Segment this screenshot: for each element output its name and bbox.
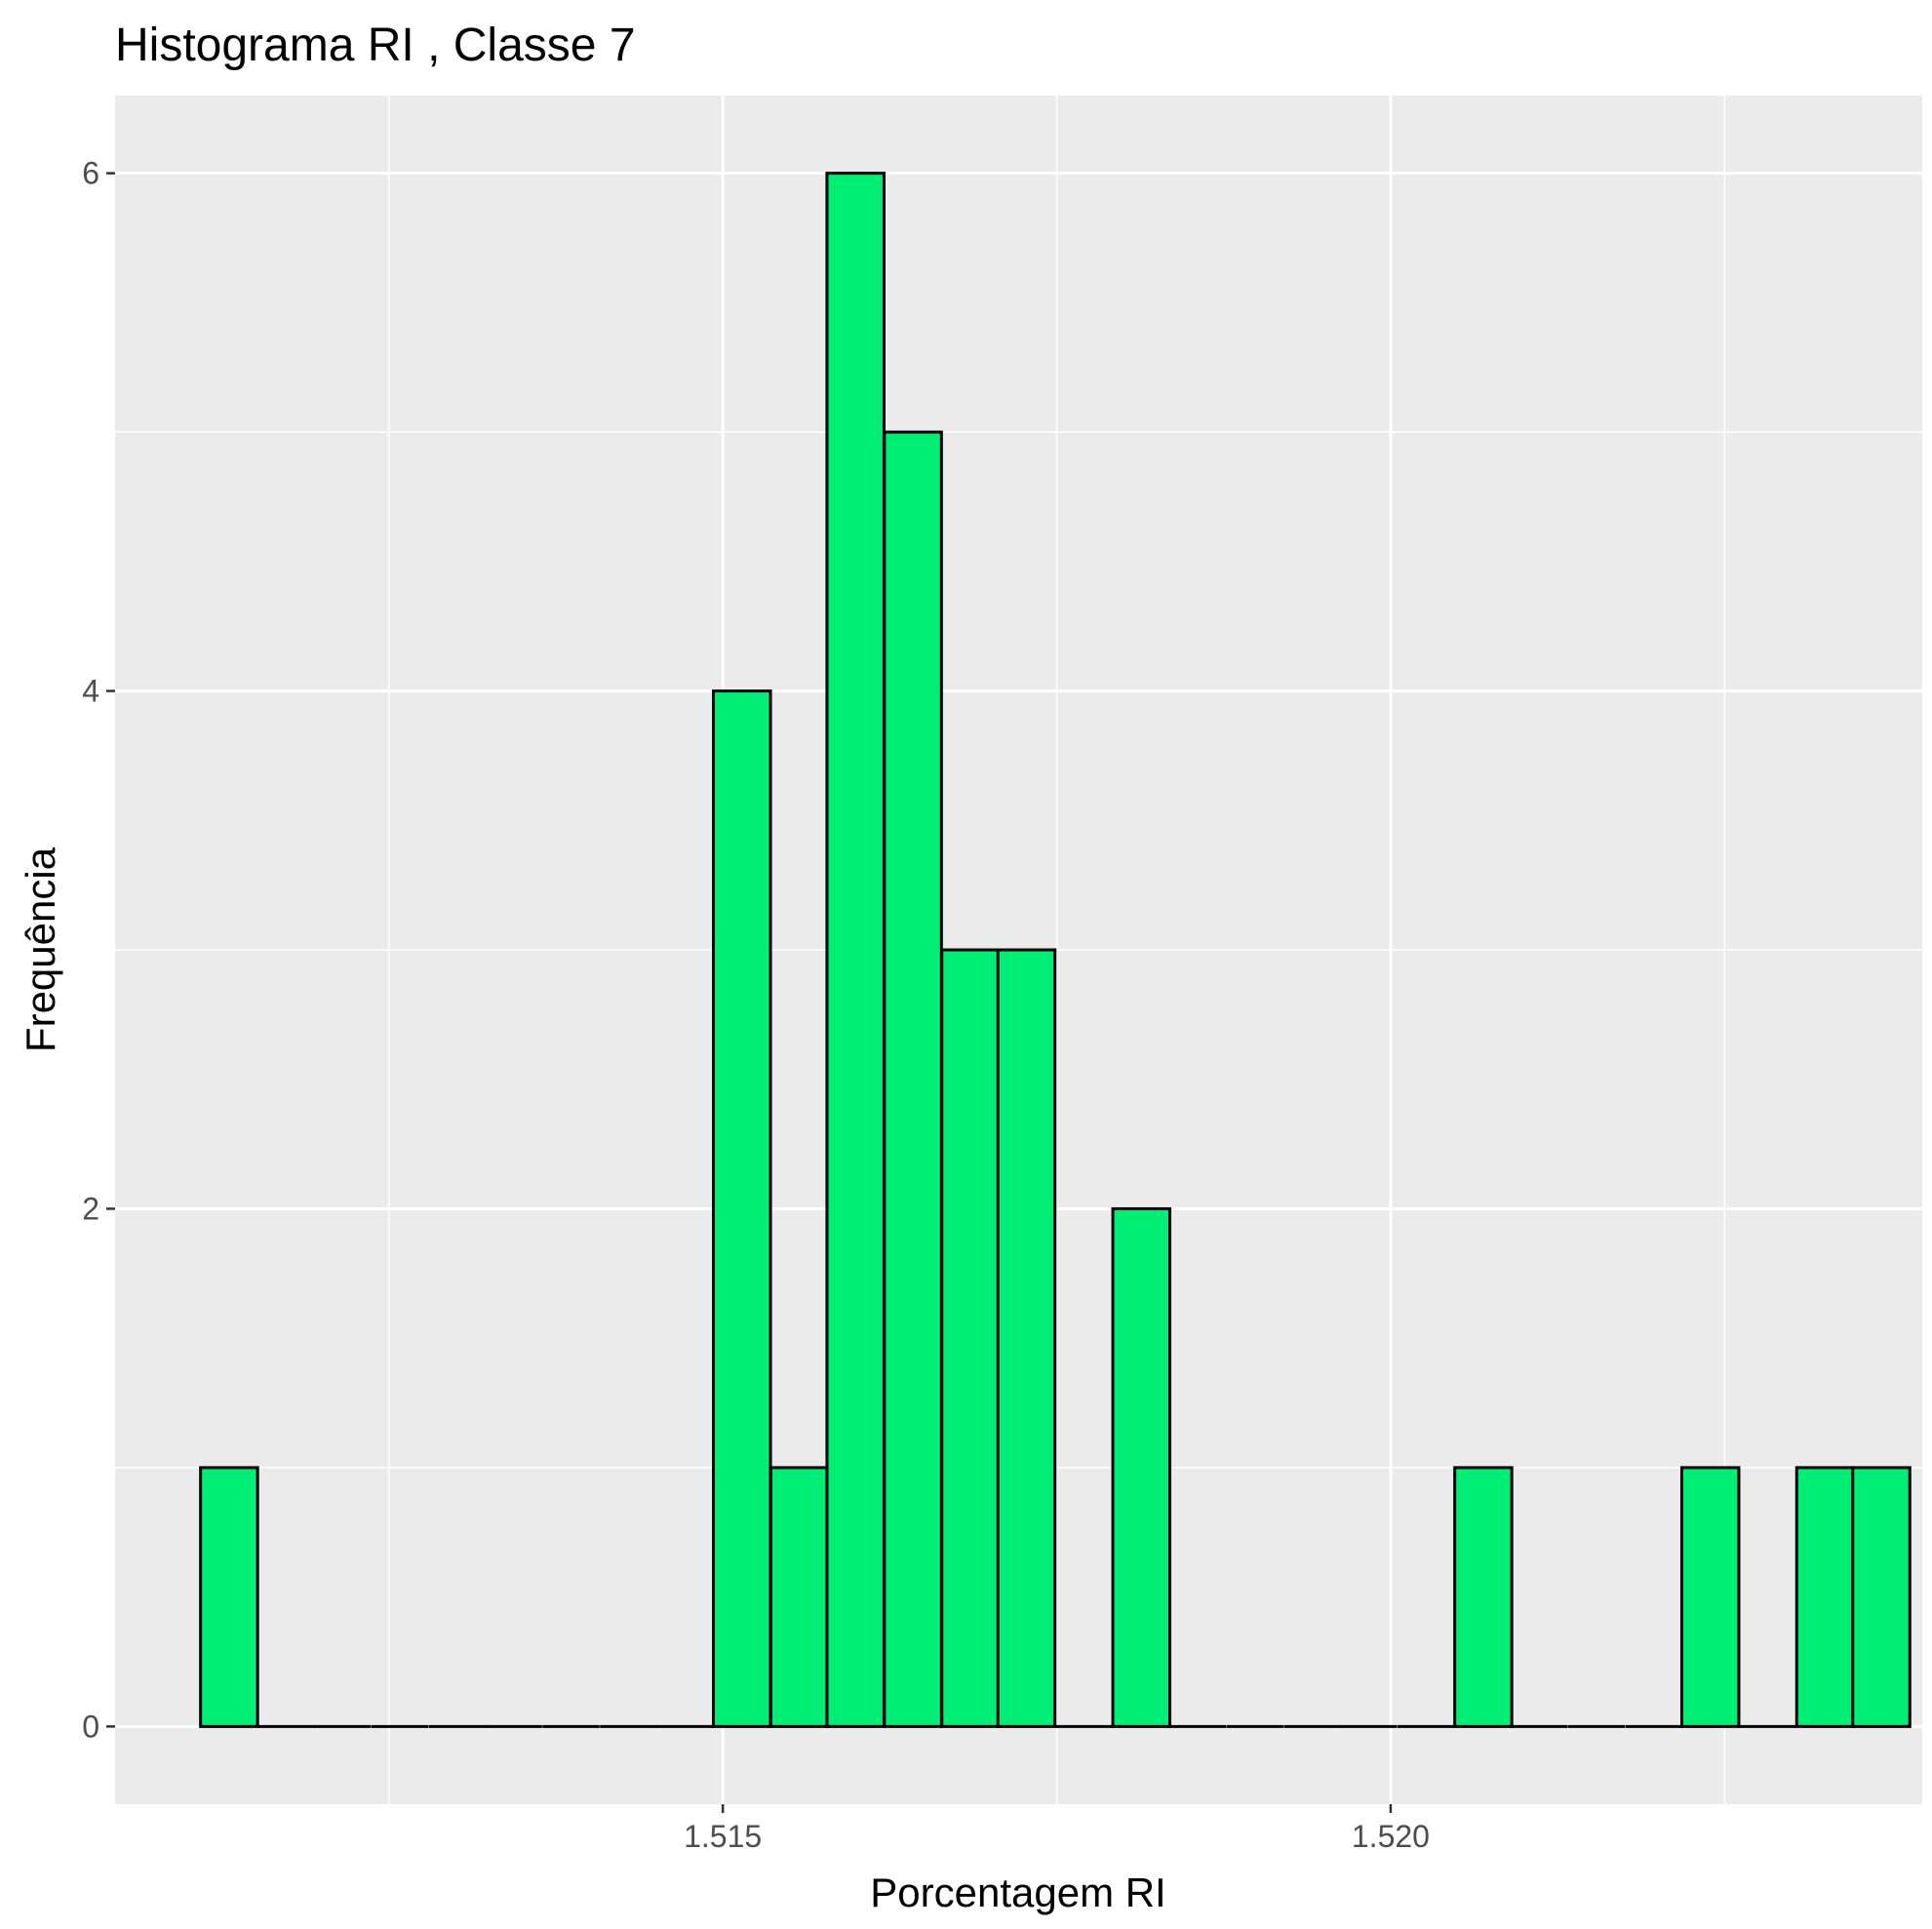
histogram-bar [940, 948, 1001, 1728]
x-axis-title: Porcentagem RI [870, 1870, 1165, 1915]
histogram-bar [825, 172, 886, 1728]
chart-title: Histograma RI , Classe 7 [115, 20, 636, 71]
histogram-bar [1111, 1206, 1172, 1728]
histogram-bar [996, 948, 1057, 1728]
y-axis: 0 2 4 6 [82, 156, 115, 1744]
histogram-bars [199, 172, 1912, 1728]
histogram-bar [883, 430, 943, 1728]
x-tick-label: 1.520 [1352, 1819, 1430, 1854]
y-tick-label: 0 [82, 1709, 99, 1744]
x-tick-label: 1.515 [684, 1819, 762, 1854]
y-axis-title: Frequência [18, 846, 63, 1052]
y-tick-label: 6 [82, 156, 99, 191]
histogram-bar [712, 689, 772, 1728]
histogram-bar [1453, 1466, 1514, 1728]
x-axis: 1.515 1.520 [684, 1804, 1430, 1854]
y-tick-label: 2 [82, 1191, 99, 1226]
histogram-bar [769, 1466, 830, 1728]
histogram-bar [199, 1466, 259, 1728]
histogram-bar [1794, 1466, 1856, 1728]
histogram-bar [1851, 1466, 1912, 1728]
histogram-bar [1679, 1466, 1741, 1728]
y-tick-label: 4 [82, 674, 99, 709]
